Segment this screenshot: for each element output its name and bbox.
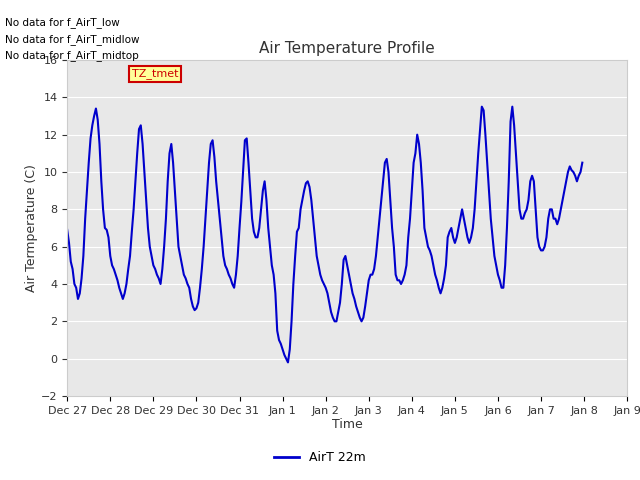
X-axis label: Time: Time — [332, 419, 363, 432]
Legend: AirT 22m: AirT 22m — [269, 446, 371, 469]
Title: Air Temperature Profile: Air Temperature Profile — [259, 41, 435, 56]
Text: TZ_tmet: TZ_tmet — [132, 69, 178, 79]
Y-axis label: Air Termperature (C): Air Termperature (C) — [25, 164, 38, 292]
Text: No data for f_AirT_midlow: No data for f_AirT_midlow — [5, 34, 140, 45]
Text: No data for f_AirT_low: No data for f_AirT_low — [5, 17, 120, 28]
Text: No data for f_AirT_midtop: No data for f_AirT_midtop — [5, 50, 139, 61]
